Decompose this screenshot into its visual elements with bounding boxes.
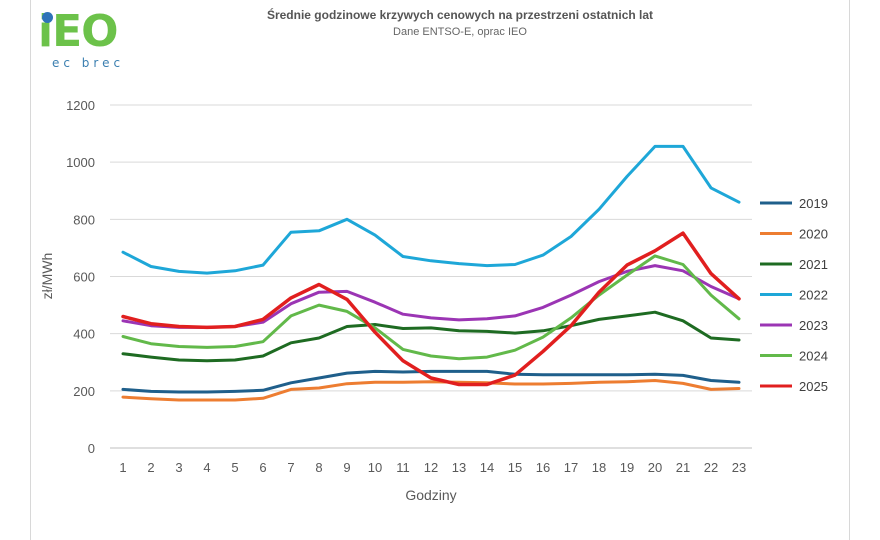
x-tick-label: 23	[732, 460, 746, 475]
chart-title: Średnie godzinowe krzywych cenowych na p…	[266, 8, 654, 22]
series-line-2024	[121, 254, 741, 361]
series-line-2020	[121, 379, 741, 402]
x-tick-label: 17	[564, 460, 578, 475]
legend-label-2021: 2021	[799, 257, 828, 272]
x-tick-label: 9	[343, 460, 350, 475]
x-tick-label: 13	[452, 460, 466, 475]
x-tick-label: 1	[119, 460, 126, 475]
x-tick-label: 22	[704, 460, 718, 475]
legend-label-2023: 2023	[799, 318, 828, 333]
x-tick-label: 15	[508, 460, 522, 475]
x-tick-label: 4	[203, 460, 210, 475]
y-axis-ticks: 0 200 400 600 800 1000 1200	[66, 98, 95, 456]
y-tick-label: 0	[88, 441, 95, 456]
y-tick-label: 200	[73, 384, 95, 399]
legend-label-2020: 2020	[799, 227, 828, 242]
x-tick-label: 7	[287, 460, 294, 475]
legend: 2019 2020 2021 2022 2023 2024 2025	[760, 196, 828, 394]
series-line-2022	[121, 144, 741, 275]
x-tick-label: 19	[620, 460, 634, 475]
legend-label-2022: 2022	[799, 288, 828, 303]
y-tick-label: 600	[73, 270, 95, 285]
y-axis-label: zł/MWh	[39, 253, 55, 300]
ieo-logo: iEO ec brec	[38, 6, 148, 72]
series-line-2025	[121, 231, 741, 387]
logo-subtext: ec brec	[52, 56, 125, 70]
y-tick-label: 400	[73, 327, 95, 342]
series-line-2021	[121, 310, 741, 363]
legend-label-2025: 2025	[799, 379, 828, 394]
x-axis-label: Godziny	[405, 487, 456, 503]
x-tick-label: 8	[315, 460, 322, 475]
legend-label-2024: 2024	[799, 349, 828, 364]
x-tick-label: 12	[424, 460, 438, 475]
x-tick-label: 5	[231, 460, 238, 475]
x-axis-ticks: 1 2 3 4 5 6 7 8 9 10 11 12 13 14 15 16 17 18 19 20 21 22 23	[119, 460, 746, 475]
series-lines	[121, 144, 741, 402]
x-tick-label: 2	[147, 460, 154, 475]
x-tick-label: 11	[396, 460, 410, 475]
x-tick-label: 16	[536, 460, 550, 475]
y-tick-label: 1200	[66, 98, 95, 113]
x-tick-label: 10	[368, 460, 382, 475]
x-tick-label: 3	[175, 460, 182, 475]
y-tick-label: 1000	[66, 155, 95, 170]
x-tick-label: 20	[648, 460, 662, 475]
x-tick-label: 18	[592, 460, 606, 475]
frame-left-border	[30, 0, 31, 540]
chart-subtitle: Dane ENTSO-E, oprac IEO	[393, 26, 527, 38]
frame-right-border	[849, 0, 850, 540]
x-tick-label: 6	[259, 460, 266, 475]
x-tick-label: 14	[480, 460, 494, 475]
y-tick-label: 800	[73, 212, 95, 227]
x-tick-label: 21	[676, 460, 690, 475]
legend-label-2019: 2019	[799, 196, 828, 211]
logo-dot-icon	[42, 12, 53, 23]
series-line-2019	[121, 369, 741, 394]
series-line-2023	[121, 264, 741, 329]
grid-lines	[110, 104, 752, 449]
